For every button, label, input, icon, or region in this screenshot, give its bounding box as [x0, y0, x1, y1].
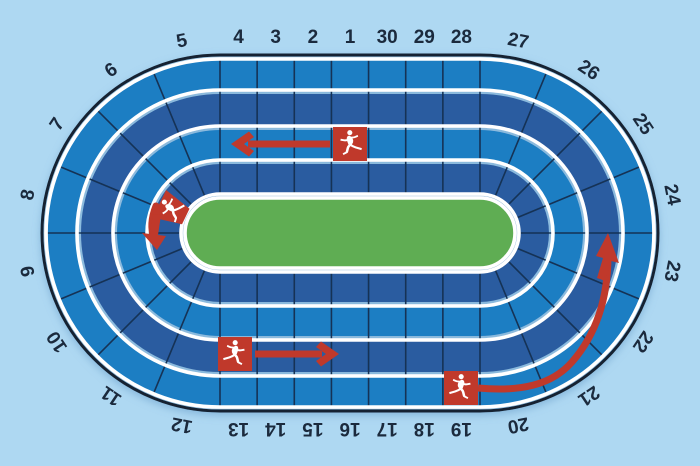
svg-text:23: 23 [659, 259, 684, 284]
svg-text:30: 30 [377, 27, 398, 48]
svg-text:2: 2 [308, 27, 319, 48]
svg-text:24: 24 [659, 182, 684, 207]
svg-text:29: 29 [414, 27, 435, 48]
svg-text:1: 1 [345, 27, 356, 48]
svg-text:3: 3 [270, 27, 281, 48]
svg-text:14: 14 [265, 418, 287, 439]
svg-text:28: 28 [451, 27, 472, 48]
svg-text:12: 12 [169, 412, 194, 437]
svg-text:17: 17 [377, 418, 398, 439]
svg-text:18: 18 [414, 418, 435, 439]
svg-text:19: 19 [451, 418, 472, 439]
svg-text:27: 27 [506, 29, 531, 54]
svg-text:20: 20 [506, 412, 531, 437]
svg-text:13: 13 [228, 418, 249, 439]
svg-text:15: 15 [302, 418, 324, 439]
svg-text:4: 4 [233, 27, 244, 48]
svg-text:16: 16 [339, 418, 360, 439]
